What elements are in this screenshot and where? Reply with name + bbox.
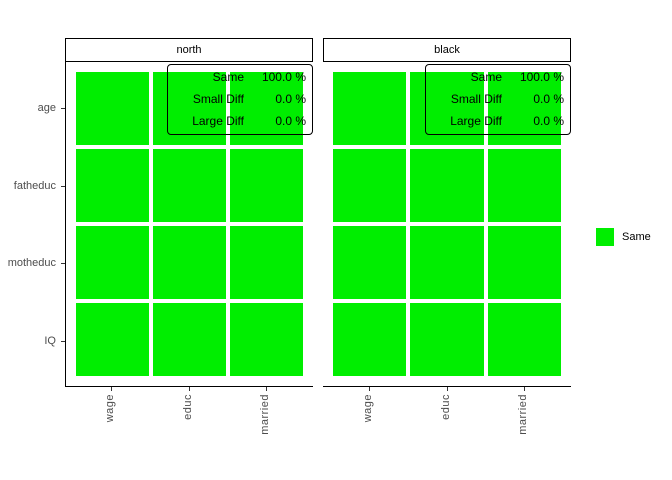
annotation-row: Large Diff 0.0 %	[426, 111, 570, 132]
annotation-row: Large Diff 0.0 %	[168, 111, 312, 132]
heatmap-tile	[410, 225, 484, 300]
facet-strip-label: north	[176, 44, 202, 56]
annotation-value: 100.0 %	[261, 70, 306, 85]
annotation-label: Large Diff	[192, 113, 244, 128]
facet-strip-black: black	[323, 38, 571, 62]
x-axis-label: married	[259, 394, 271, 435]
x-axis-tick	[369, 387, 370, 391]
heatmap-tile	[230, 303, 304, 377]
heatmap-panel-north: Same 100.0 % Small Diff 0.0 % Large Diff…	[65, 62, 313, 387]
heatmap-tile	[230, 148, 304, 223]
heatmap-tile	[152, 225, 227, 300]
y-axis-tick	[61, 341, 65, 342]
heatmap-tile	[152, 71, 227, 145]
legend-swatch-same	[596, 228, 614, 246]
heatmap-tile	[332, 71, 407, 145]
y-axis-label: age	[37, 102, 56, 114]
annotation-value: 0.0 %	[533, 113, 564, 128]
heatmap-tile	[230, 71, 304, 145]
heatmap-tile	[75, 148, 149, 223]
annotation-row: Small Diff 0.0 %	[426, 89, 570, 110]
annotation-value: 0.0 %	[275, 91, 306, 106]
heatmap-tile	[487, 225, 562, 300]
x-axis-tick	[524, 387, 525, 391]
y-axis-tick	[61, 186, 65, 187]
x-axis-tick	[189, 387, 190, 391]
annotation-value: 100.0 %	[519, 70, 564, 85]
heatmap-tile	[75, 71, 149, 145]
heatmap-panel-black: Same 100.0 % Small Diff 0.0 % Large Diff…	[323, 62, 571, 387]
y-axis-tick	[61, 263, 65, 264]
heatmap-tile	[75, 303, 149, 377]
x-axis-label: educ	[440, 394, 452, 420]
x-axis-tick	[447, 387, 448, 391]
annotation-box: Same 100.0 % Small Diff 0.0 % Large Diff…	[167, 64, 313, 135]
y-axis-tick	[61, 108, 65, 109]
annotation-box: Same 100.0 % Small Diff 0.0 % Large Diff…	[425, 64, 571, 135]
x-axis-label: married	[517, 394, 529, 435]
annotation-label: Same	[212, 70, 244, 85]
annotation-row: Same 100.0 %	[168, 67, 312, 88]
heatmap-tile	[332, 148, 407, 223]
heatmap-tile	[410, 303, 484, 377]
heatmap-tile	[230, 225, 304, 300]
heatmap-tile	[332, 303, 407, 377]
annotation-value: 0.0 %	[533, 91, 564, 106]
annotation-label: Same	[470, 70, 502, 85]
annotation-label: Large Diff	[450, 113, 502, 128]
x-axis-label: educ	[182, 394, 194, 420]
facet-strip-label: black	[434, 44, 460, 56]
heatmap-tile	[410, 148, 484, 223]
tile-grid	[66, 62, 313, 386]
heatmap-tile	[487, 303, 562, 377]
x-axis-tick	[266, 387, 267, 391]
facet-strip-north: north	[65, 38, 313, 62]
annotation-label: Small Diff	[192, 91, 244, 106]
legend: Same	[596, 228, 651, 246]
x-axis-label: wage	[104, 394, 116, 423]
heatmap-tile	[332, 225, 407, 300]
heatmap-tile	[487, 71, 562, 145]
y-axis-label: fatheduc	[13, 180, 56, 192]
y-axis-label: motheduc	[7, 257, 56, 269]
heatmap-tile	[152, 148, 227, 223]
tile-grid	[323, 62, 571, 386]
annotation-label: Small Diff	[450, 91, 502, 106]
heatmap-tile	[410, 71, 484, 145]
annotation-row: Same 100.0 %	[426, 67, 570, 88]
x-axis-label: wage	[362, 394, 374, 423]
heatmap-tile	[487, 148, 562, 223]
x-axis-tick	[111, 387, 112, 391]
annotation-value: 0.0 %	[275, 113, 306, 128]
heatmap-tile	[152, 303, 227, 377]
y-axis-label: IQ	[44, 335, 56, 347]
heatmap-tile	[75, 225, 149, 300]
legend-label: Same	[622, 231, 651, 243]
annotation-row: Small Diff 0.0 %	[168, 89, 312, 110]
